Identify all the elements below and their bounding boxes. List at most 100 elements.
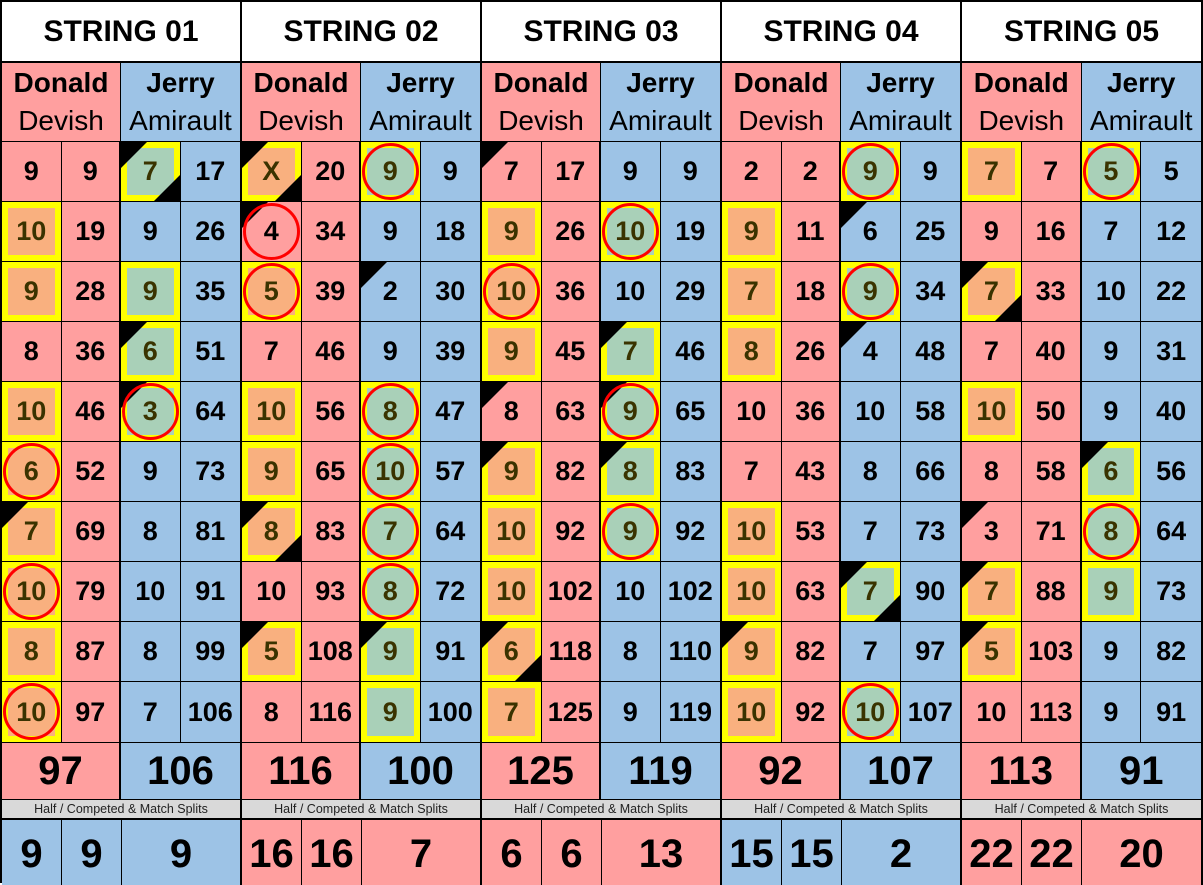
frame-cell: 7: [722, 262, 782, 321]
frame-row: 7 33 10 22: [962, 262, 1201, 322]
running-total: 64: [1141, 502, 1201, 561]
frame-cell: 9: [1081, 322, 1142, 381]
frame-row: 10 102 10 102: [482, 562, 720, 622]
frame-row: 10 92 9 92: [482, 502, 720, 562]
frame-cell: 8: [242, 502, 302, 561]
running-total: 90: [900, 562, 960, 621]
frame-score: 2: [743, 156, 759, 186]
frame-cell: 9: [121, 202, 181, 261]
split-value: 16: [242, 820, 302, 885]
corner-marker-top-left-icon: [482, 382, 508, 408]
running-total: 71: [1021, 502, 1082, 561]
red-circle-icon: [842, 143, 899, 200]
highlight-box: [488, 208, 535, 255]
jerry-total: 107: [841, 743, 960, 799]
string-column-5: STRING 05 Donald Devish Jerry Amirault 7 7 5 5 9 1…: [962, 2, 1203, 885]
highlight-box: [728, 268, 775, 315]
running-total: 99: [180, 622, 240, 681]
frame-row: 8 116 9 100: [242, 682, 480, 742]
red-circle-icon: [1082, 143, 1140, 200]
corner-marker-bottom-right-icon: [873, 595, 900, 621]
frame-cell: 5: [962, 622, 1022, 681]
running-total: 40: [1021, 322, 1082, 381]
red-circle-icon: [122, 383, 179, 440]
frame-cell: 2: [361, 262, 421, 321]
running-total: 72: [420, 562, 480, 621]
player-first-name: Jerry: [146, 67, 215, 98]
frame-cell: 7: [962, 262, 1022, 321]
running-total: 19: [61, 202, 121, 261]
running-total: 65: [301, 442, 361, 501]
running-total: 91: [420, 622, 480, 681]
running-total: 43: [781, 442, 841, 501]
frame-score: 9: [622, 156, 638, 186]
corner-marker-bottom-right-icon: [994, 295, 1021, 321]
split-value: 6: [542, 820, 602, 885]
frame-cell: 9: [482, 442, 542, 501]
running-total: 26: [541, 202, 601, 261]
corner-marker-top-left-icon: [601, 442, 627, 468]
running-total: 22: [1141, 262, 1201, 321]
frame-row: 6 118 8 110: [482, 622, 720, 682]
player-last-name: Devish: [498, 105, 584, 136]
running-total: 63: [781, 562, 841, 621]
player-first-name: Donald: [13, 67, 109, 98]
running-total: 25: [900, 202, 960, 261]
frame-cell: 10: [722, 562, 782, 621]
frame-score: 9: [503, 216, 519, 246]
running-total: 48: [900, 322, 960, 381]
frame-cell: 8: [722, 322, 782, 381]
frame-cell: 9: [242, 442, 302, 501]
frame-row: 10 19 9 26: [2, 202, 240, 262]
running-total: 35: [180, 262, 240, 321]
frame-cell: 7: [121, 682, 181, 742]
corner-marker-top-left-icon: [962, 502, 988, 528]
player-first-name: Donald: [493, 67, 589, 98]
frame-score: 10: [976, 396, 1007, 426]
frame-cell: 3: [121, 382, 181, 441]
frame-row: 10 50 9 40: [962, 382, 1201, 442]
totals-row: 92 107: [722, 742, 960, 800]
totals-row: 116 100: [242, 742, 480, 800]
running-total: 91: [1141, 682, 1201, 742]
running-total: 47: [420, 382, 480, 441]
frame-row: 7 46 9 39: [242, 322, 480, 382]
corner-marker-top-left-icon: [841, 562, 867, 588]
frame-score: 8: [142, 516, 158, 546]
running-total: 5: [1141, 142, 1201, 201]
frame-score: 9: [622, 696, 638, 727]
player-last-name: Devish: [738, 105, 824, 136]
frame-cell: 9: [1081, 562, 1142, 621]
player-first-name: Jerry: [386, 67, 455, 98]
splits-row: 6 6 13: [482, 820, 720, 885]
corner-marker-top-left-icon: [962, 622, 988, 648]
frame-cell: 3: [962, 502, 1022, 561]
player-last-name: Amirault: [849, 105, 952, 136]
frame-row: 3 71 8 64: [962, 502, 1201, 562]
frame-cell: 5: [242, 622, 302, 681]
frame-cell: 10: [722, 682, 782, 742]
running-total: 100: [420, 682, 480, 742]
donald-total: 92: [722, 743, 841, 799]
running-total: 92: [541, 502, 601, 561]
frame-score: 10: [16, 216, 47, 246]
frame-score: 9: [743, 216, 759, 246]
highlight-box: [8, 388, 55, 435]
frame-cell: 9: [2, 142, 62, 201]
running-total: 39: [301, 262, 361, 321]
running-total: 79: [61, 562, 121, 621]
frame-cell: 7: [841, 502, 901, 561]
running-total: 88: [1021, 562, 1082, 621]
frame-cell: X: [242, 142, 302, 201]
red-circle-icon: [362, 503, 419, 560]
player-last-name: Amirault: [369, 105, 472, 136]
frame-score: 8: [23, 636, 39, 666]
jerry-total: 106: [121, 743, 240, 799]
running-total: 97: [61, 682, 121, 742]
frame-row: 10 46 3 64: [2, 382, 240, 442]
running-total: 58: [1021, 442, 1082, 501]
red-circle-icon: [602, 503, 659, 560]
frame-cell: 10: [2, 562, 62, 621]
frame-cell: 8: [361, 562, 421, 621]
jerry-total: 119: [601, 743, 720, 799]
